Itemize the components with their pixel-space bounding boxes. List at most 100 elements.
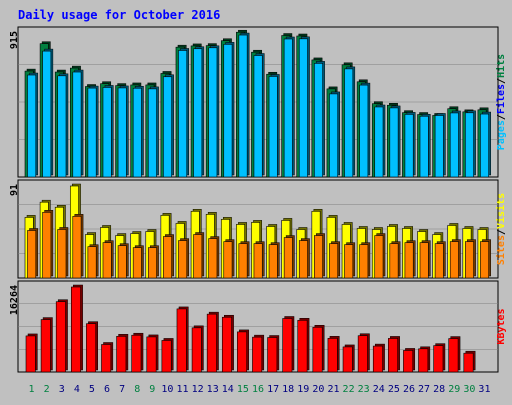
- day-label: 4: [74, 384, 80, 395]
- bar-kbytes: [372, 343, 385, 373]
- bar-pages: [344, 66, 356, 178]
- bar-kbytes: [55, 299, 68, 373]
- bar-sites: [72, 214, 84, 279]
- day-label: 12: [192, 384, 204, 395]
- legend-entry: /: [496, 229, 507, 235]
- day-label: 26: [403, 384, 415, 395]
- series-legend: Sites/Visits: [495, 193, 507, 265]
- day-label: 25: [388, 384, 400, 395]
- bar-sites: [419, 240, 431, 279]
- day-label: 24: [373, 384, 385, 395]
- bar-sites: [253, 241, 265, 279]
- day-label: 14: [222, 384, 234, 395]
- bar-pages: [132, 85, 144, 178]
- bar-kbytes: [403, 348, 416, 373]
- bar-sites: [465, 239, 476, 279]
- bar-sites: [27, 228, 39, 279]
- ymax-label: 91: [9, 184, 20, 196]
- bar-pages: [208, 45, 220, 178]
- bar-sites: [147, 245, 159, 279]
- day-label: 13: [207, 384, 219, 395]
- day-label: 19: [297, 384, 309, 395]
- day-label: 17: [267, 384, 279, 395]
- bar-sites: [298, 238, 310, 279]
- ymax-label: 16264: [9, 285, 20, 315]
- bar-pages: [268, 74, 280, 178]
- chart-panels: 915Pages/Files/Hits91Sites/Visits16264KB…: [9, 26, 507, 373]
- bar-pages: [147, 86, 159, 178]
- bar-pages: [298, 36, 310, 178]
- day-label: 16: [252, 384, 264, 395]
- bar-kbytes: [40, 317, 53, 373]
- bar-kbytes: [433, 343, 446, 373]
- bar-kbytes: [357, 333, 370, 373]
- legend-entry: Visits: [495, 193, 507, 229]
- bar-pages: [42, 48, 54, 178]
- legend-entry: Pages: [496, 120, 507, 150]
- bar-kbytes: [131, 332, 144, 373]
- bar-pages: [87, 85, 99, 178]
- bar-pages: [465, 110, 476, 178]
- bar-kbytes: [267, 335, 280, 373]
- bar-sites: [132, 245, 144, 279]
- day-label: 8: [134, 384, 140, 395]
- bar-pages: [223, 42, 235, 178]
- bar-pages: [102, 85, 114, 178]
- day-label: 27: [418, 384, 430, 395]
- day-axis: 1 2 3 4 5 6 7 8 9 10 11 12 13 14 15 16 17 18 19 20 21 22 23 24 2…: [29, 384, 491, 395]
- bar-sites: [223, 239, 235, 279]
- day-label: 23: [358, 384, 370, 395]
- day-label: 29: [448, 384, 460, 395]
- bar-sites: [42, 210, 54, 279]
- bar-sites: [480, 239, 491, 279]
- bar-kbytes: [116, 334, 129, 373]
- bar-pages: [314, 61, 325, 178]
- day-label: 28: [433, 384, 445, 395]
- bar-pages: [419, 114, 431, 178]
- day-label: 30: [463, 384, 475, 395]
- bar-kbytes: [252, 334, 265, 373]
- day-label: 31: [478, 384, 490, 395]
- bar-sites: [268, 242, 280, 279]
- bar-kbytes: [312, 325, 325, 373]
- legend-entry: Files: [495, 84, 507, 114]
- bar-sites: [374, 233, 386, 279]
- bar-pages: [72, 69, 84, 178]
- bar-sites: [314, 233, 325, 279]
- bar-kbytes: [206, 311, 219, 373]
- bar-pages: [434, 113, 446, 178]
- chart-title: Daily usage for October 2016: [18, 8, 220, 22]
- bar-pages: [163, 74, 174, 178]
- day-label: 2: [44, 384, 50, 395]
- bar-kbytes: [191, 325, 204, 373]
- bar-pages: [178, 48, 190, 178]
- bar-sites: [87, 244, 99, 279]
- bar-sites: [449, 239, 461, 279]
- bar-sites: [102, 240, 114, 279]
- bar-pages: [389, 105, 401, 178]
- bar-kbytes: [161, 338, 174, 373]
- bar-kbytes: [70, 284, 83, 373]
- day-label: 6: [104, 384, 110, 395]
- bar-sites: [238, 241, 250, 279]
- bar-sites: [389, 241, 401, 279]
- bar-kbytes: [146, 334, 159, 373]
- bar-sites: [208, 236, 220, 279]
- panel-middle: 91 Sites/Visits: [9, 179, 507, 279]
- day-label: 5: [89, 384, 95, 395]
- bar-sites: [329, 241, 340, 279]
- bar-sites: [359, 242, 371, 279]
- legend-entry: /: [496, 114, 507, 120]
- bar-pages: [27, 72, 39, 178]
- bar-pages: [238, 32, 250, 178]
- day-label: 20: [312, 384, 324, 395]
- bar-pages: [193, 46, 205, 178]
- bar-kbytes: [327, 336, 340, 373]
- bar-kbytes: [448, 336, 461, 373]
- legend-entry: KBytes: [496, 308, 507, 344]
- bar-pages: [117, 85, 129, 178]
- legend-entry: Sites: [495, 235, 507, 265]
- bar-kbytes: [221, 314, 234, 373]
- bar-pages: [57, 73, 69, 178]
